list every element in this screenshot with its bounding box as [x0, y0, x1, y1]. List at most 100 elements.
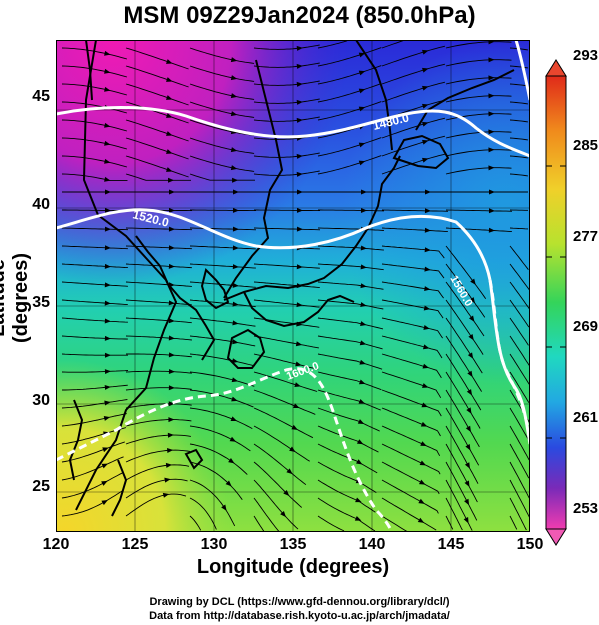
streamline [125, 83, 189, 106]
streamline [317, 389, 381, 411]
chart-title: MSM 09Z29Jan2024 (850.0hPa) [123, 2, 476, 29]
streamline [509, 461, 531, 500]
streamline-arrows [101, 39, 495, 524]
streamline [381, 135, 446, 157]
streamline [317, 407, 380, 432]
streamline-arrowhead [232, 177, 239, 183]
streamline [509, 173, 528, 177]
streamline [189, 119, 255, 136]
streamline [189, 389, 254, 408]
streamline [381, 81, 446, 103]
streamline [381, 281, 444, 299]
streamline [61, 65, 128, 78]
streamline [254, 209, 320, 212]
streamline [253, 443, 307, 486]
streamline [509, 137, 528, 141]
streamline-arrowhead [296, 264, 303, 270]
streamline [317, 47, 382, 67]
streamline [445, 407, 480, 466]
x-tick-label: 140 [358, 536, 386, 553]
streamline [381, 353, 442, 379]
streamline-arrowhead [230, 57, 238, 63]
streamline [509, 119, 528, 123]
streamline-arrowhead [168, 263, 175, 269]
streamline-arrowhead [356, 439, 364, 445]
streamline-arrowhead [422, 49, 429, 55]
streamline-arrowhead [465, 443, 471, 451]
streamline-arrowhead [102, 447, 109, 453]
streamline [381, 245, 445, 259]
streamline-arrowhead [488, 129, 495, 135]
streamline [189, 515, 202, 531]
streamline [317, 461, 377, 493]
streamline-arrowhead [489, 189, 495, 195]
streamline [445, 245, 487, 299]
streamline-arrowhead [168, 368, 175, 374]
streamline-arrowhead [104, 369, 111, 375]
streamline-arrowhead [221, 504, 227, 511]
streamline [381, 371, 442, 399]
streamline-arrowhead [166, 59, 173, 64]
x-tick-label: 145 [437, 536, 465, 553]
streamline-arrowhead [232, 207, 239, 213]
streamline [509, 479, 530, 518]
streamline [253, 335, 319, 349]
streamline-arrowhead [296, 226, 303, 232]
streamline-arrowhead [104, 122, 111, 128]
streamline [125, 464, 190, 481]
streamline-arrowhead [283, 489, 290, 496]
streamline-arrowhead [104, 140, 111, 146]
streamline-arrowhead [229, 436, 237, 442]
streamline-arrowhead [422, 139, 429, 145]
streamline [189, 281, 256, 288]
streamline [253, 62, 320, 68]
streamline-arrowhead [464, 480, 470, 487]
x-axis-label: Longitude (degrees) [196, 556, 390, 578]
streamline-arrowhead [355, 497, 362, 503]
streamline [381, 227, 448, 233]
streamline-arrowhead [104, 245, 111, 251]
streamline [125, 119, 189, 142]
streamline [509, 425, 530, 461]
streamline-arrowhead [168, 226, 175, 232]
streamline-arrowhead [422, 344, 430, 350]
streamline-arrowhead [464, 498, 470, 506]
streamline [445, 59, 512, 67]
streamline-arrowhead [166, 77, 173, 82]
streamline-arrowhead [358, 399, 366, 404]
streamline-arrowhead [357, 419, 365, 424]
streamline [125, 419, 192, 427]
streamline-arrowhead [295, 341, 303, 347]
streamline-arrowhead [488, 227, 495, 233]
streamline [445, 167, 512, 175]
streamline-arrowhead [422, 67, 429, 73]
streamline [189, 497, 217, 530]
streamline-arrowhead [488, 75, 495, 81]
x-tick-label: 150 [516, 536, 544, 553]
streamline-arrowhead [168, 245, 175, 251]
streamline [189, 335, 256, 347]
streamline [125, 65, 189, 88]
streamline [509, 155, 528, 159]
streamline [253, 461, 302, 508]
streamline-arrowhead [168, 300, 175, 306]
streamline-arrowhead [358, 160, 366, 166]
streamline [317, 425, 379, 453]
streamline-arrowhead [232, 189, 239, 195]
streamline-arrowhead [104, 226, 111, 232]
streamline [253, 98, 320, 104]
streamline [381, 407, 441, 437]
streamline-arrowhead [104, 300, 111, 306]
streamline-arrowhead [360, 283, 367, 289]
streamline [317, 497, 376, 532]
streamline [509, 227, 529, 230]
streamline [125, 101, 189, 124]
streamline [189, 47, 255, 64]
streamline [125, 155, 189, 178]
streamline-arrowhead [422, 383, 429, 388]
streamline [317, 65, 382, 85]
streamline [381, 461, 440, 495]
streamline [509, 443, 530, 479]
streamline-arrowhead [104, 263, 111, 269]
streamline-arrowhead [467, 352, 474, 359]
